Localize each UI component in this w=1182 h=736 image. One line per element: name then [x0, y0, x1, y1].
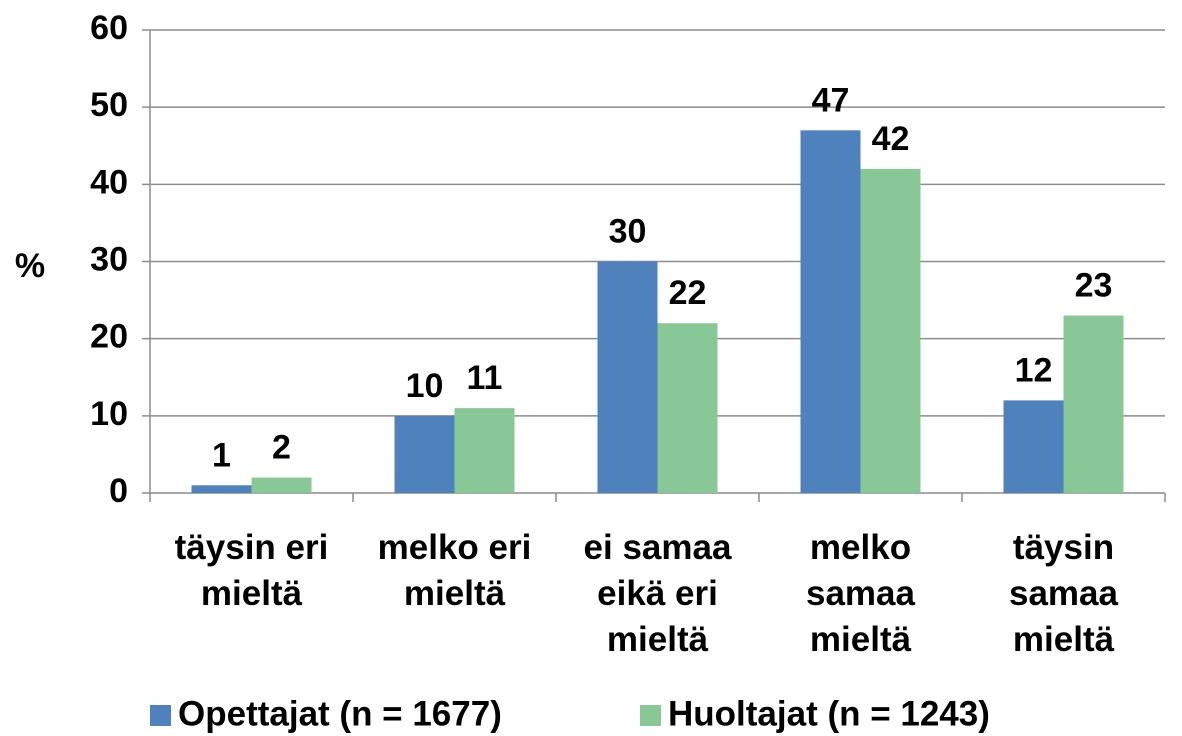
bar — [394, 415, 455, 493]
data-label: 23 — [1075, 267, 1113, 305]
data-label: 2 — [272, 429, 291, 467]
bar — [454, 408, 515, 493]
data-label: 10 — [406, 367, 444, 405]
bar — [597, 261, 658, 493]
x-tick-label: täysin eri mieltä — [175, 528, 329, 613]
x-tick-label-line: mieltä — [404, 574, 506, 613]
x-tick-label-line: melko — [810, 528, 911, 567]
x-tick-label: melko eri mieltä — [378, 528, 532, 613]
x-tick-label-line: täysin — [1013, 528, 1114, 567]
bar — [657, 323, 718, 493]
x-tick-label-line: samaa — [1009, 574, 1119, 613]
y-tick-label: 40 — [90, 163, 128, 201]
data-label: 42 — [872, 120, 910, 158]
legend-swatch — [640, 705, 661, 726]
data-label: 30 — [609, 212, 647, 250]
x-tick-label: melko samaa mieltä — [806, 528, 916, 659]
x-tick-label-line: eikä eri — [597, 574, 718, 613]
x-tick-label-line: melko eri — [378, 528, 532, 567]
x-tick-label-line: mieltä — [1013, 620, 1115, 659]
bar — [1003, 400, 1064, 493]
x-tick-label: ei samaa eikä eri mieltä — [584, 528, 732, 659]
x-tick-label: täysin samaa mieltä — [1009, 528, 1119, 659]
legend-swatch — [150, 705, 171, 726]
data-label: 12 — [1015, 351, 1053, 389]
y-tick-label: 20 — [90, 318, 128, 356]
data-label: 11 — [467, 359, 503, 397]
y-tick-label: 30 — [90, 240, 128, 278]
bar — [860, 168, 921, 493]
legend-label: Huoltajat (n = 1243) — [668, 694, 990, 733]
x-tick-label-line: mieltä — [607, 620, 709, 659]
y-tick-label: 0 — [109, 472, 128, 510]
data-label: 1 — [212, 436, 231, 474]
bar — [1063, 315, 1124, 493]
x-tick-label-line: mieltä — [810, 620, 912, 659]
legend-label: Opettajat (n = 1677) — [178, 694, 502, 733]
bar — [191, 485, 252, 493]
y-axis-label: % — [15, 247, 45, 285]
x-tick-label-line: ei samaa — [584, 528, 732, 567]
x-tick-label-line: samaa — [806, 574, 916, 613]
y-tick-label: 60 — [90, 9, 128, 47]
x-tick-label-line: täysin eri — [175, 528, 329, 567]
data-label: 22 — [669, 274, 707, 312]
x-tick-label-line: mieltä — [201, 574, 303, 613]
bar — [800, 130, 861, 494]
y-tick-label: 10 — [90, 395, 128, 433]
data-label: 47 — [812, 81, 850, 119]
bar — [251, 477, 312, 493]
y-tick-label: 50 — [90, 86, 128, 124]
